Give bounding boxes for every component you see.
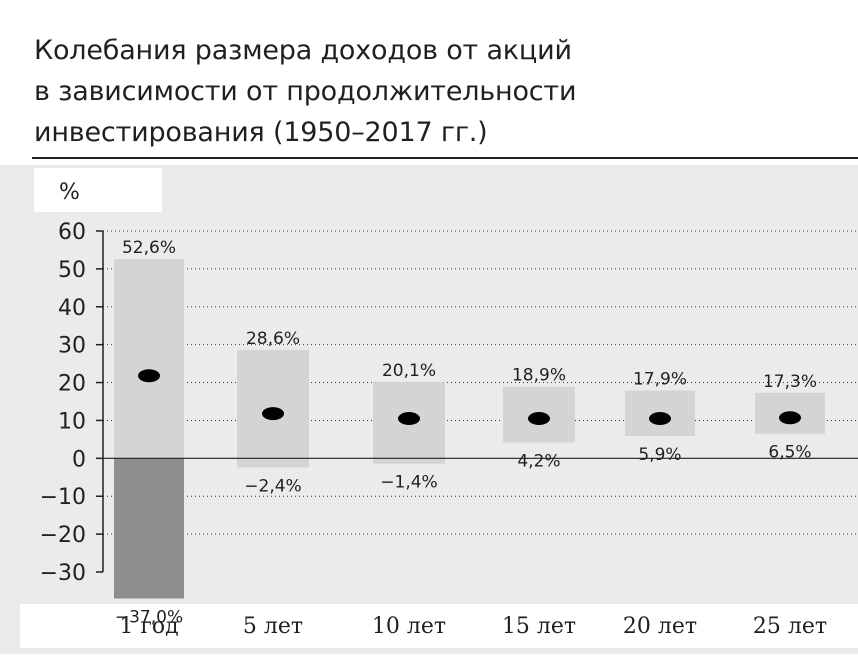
category-label-4: 20 лет — [623, 614, 697, 639]
min-label-4: 5,9% — [638, 445, 681, 465]
y-tick-label-3: 30 — [58, 334, 86, 359]
max-label-4: 17,9% — [633, 370, 687, 390]
title-line-1: Колебания размера доходов от акций — [34, 35, 572, 66]
y-tick-label-6: 0 — [72, 447, 86, 472]
average-dot-4 — [649, 412, 671, 426]
y-tick-label-9: −30 — [40, 561, 86, 586]
y-tick-label-5: 10 — [58, 409, 86, 434]
y-tick-label-8: −20 — [40, 523, 86, 548]
average-dot-3 — [528, 412, 550, 426]
average-dot-2 — [398, 412, 420, 426]
y-tick-label-7: −10 — [40, 485, 86, 510]
min-label-3: 4,2% — [517, 451, 560, 471]
max-label-1: 28,6% — [246, 329, 300, 349]
max-label-2: 20,1% — [382, 361, 436, 381]
y-tick-label-4: 20 — [58, 372, 86, 397]
y-tick-label-0: 60 — [58, 220, 86, 245]
max-label-0: 52,6% — [122, 238, 176, 258]
title-divider — [32, 157, 858, 159]
average-dot-5 — [779, 411, 801, 425]
category-label-5: 25 лет — [753, 614, 827, 639]
title-line-2: в зависимости от продолжительности — [34, 76, 577, 107]
average-dot-0 — [138, 369, 160, 383]
unit-label-bg — [34, 168, 162, 212]
category-label-bg — [20, 604, 858, 648]
max-label-5: 17,3% — [763, 372, 817, 392]
average-dot-1 — [262, 407, 284, 421]
min-label-0: −37,0% — [115, 608, 183, 628]
y-tick-label-1: 50 — [58, 258, 86, 283]
title-line-3: инвестирования (1950–2017 гг.) — [34, 117, 488, 148]
y-unit-label: % — [59, 180, 80, 205]
category-label-0: 1 год — [119, 614, 178, 639]
category-label-2: 10 лет — [372, 614, 446, 639]
bar-range-positive-0 — [114, 259, 184, 459]
chart-title: Колебания размера доходов от акций в зав… — [34, 30, 754, 153]
min-label-1: −2,4% — [244, 476, 301, 496]
max-label-3: 18,9% — [512, 366, 566, 386]
min-label-2: −1,4% — [380, 473, 437, 493]
bar-range-negative-0 — [114, 458, 184, 599]
min-label-5: 6,5% — [768, 443, 811, 463]
category-label-1: 5 лет — [243, 614, 303, 639]
category-label-3: 15 лет — [502, 614, 576, 639]
y-tick-label-2: 40 — [58, 296, 86, 321]
